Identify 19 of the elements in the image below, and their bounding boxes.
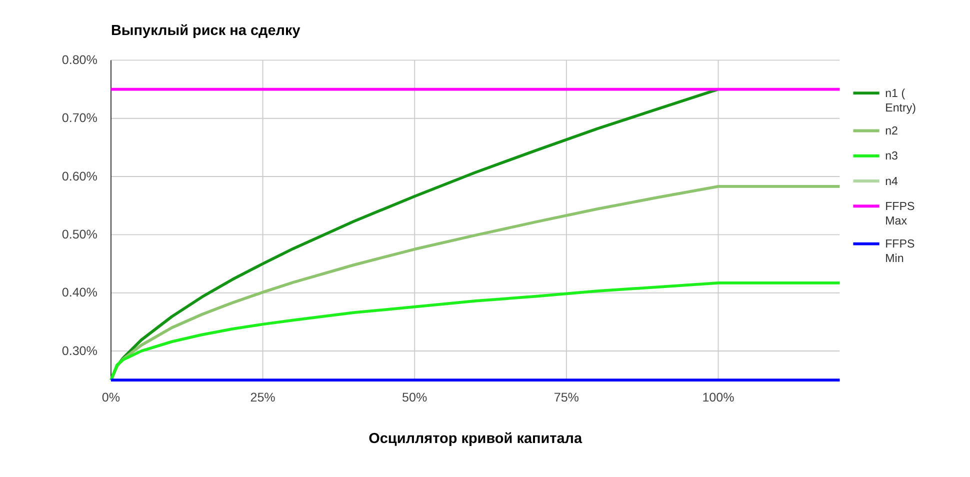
y-tick-label: 0.80%	[62, 53, 98, 68]
x-tick-label: 100%	[702, 390, 734, 404]
legend-label: n2	[885, 126, 898, 138]
y-tick-label: 0.40%	[62, 286, 98, 300]
x-tick-label: 50%	[402, 390, 428, 404]
x-tick-label: 25%	[250, 390, 276, 404]
legend-label: n3	[885, 150, 898, 163]
y-tick-label: 0.30%	[62, 344, 98, 358]
legend-label: n4	[885, 176, 899, 188]
legend-label: FFPS Min	[885, 238, 915, 266]
y-tick-label: 0.60%	[62, 169, 98, 184]
legend-label: n1 ( Entry)	[885, 88, 916, 114]
x-tick-label: 75%	[554, 390, 579, 404]
x-tick-label: 0%	[102, 390, 120, 404]
y-tick-label: 0.50%	[62, 228, 98, 242]
x-axis-title: Осциллятор кривой капитала	[368, 430, 584, 447]
legend-label: FFPS Max	[885, 200, 915, 228]
chart-title: Выпуклый риск на сделку	[110, 23, 300, 40]
y-tick-label: 0.70%	[62, 111, 98, 126]
